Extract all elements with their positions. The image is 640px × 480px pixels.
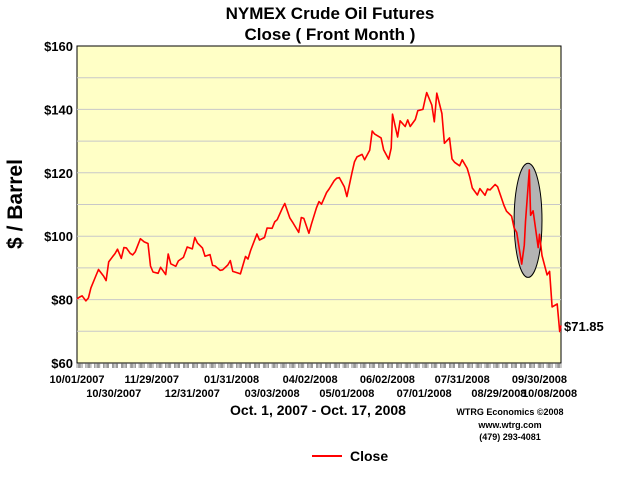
x-tick-label: 12/31/2007 <box>165 388 220 400</box>
x-tick-label: 10/08/2008 <box>522 388 577 400</box>
legend-label-close: Close <box>350 448 388 464</box>
highlight-layer <box>513 162 543 278</box>
y-tick-labels: $60 $80 $100 $120 $140 $160 <box>44 39 73 371</box>
x-tick-label: 07/01/2008 <box>397 388 452 400</box>
chart-title: NYMEX Crude Oil Futures <box>226 4 435 23</box>
x-tick-label: 06/02/2008 <box>360 374 415 386</box>
x-tick-label: 11/29/2007 <box>125 374 179 386</box>
x-tick-label: 08/29/2008 <box>471 388 526 400</box>
y-tick-label: $160 <box>44 39 73 54</box>
x-tick-label: 07/31/2008 <box>435 374 490 386</box>
y-tick-label: $140 <box>44 102 73 117</box>
x-tick-marks <box>76 363 562 368</box>
y-tick-label: $100 <box>44 229 73 244</box>
credit-line-2: www.wtrg.com <box>477 420 541 430</box>
chart-subtitle: Close ( Front Month ) <box>245 25 416 44</box>
y-axis-label: $ / Barrel <box>4 159 27 249</box>
highlight-ellipse <box>513 162 543 278</box>
x-tick-label: 10/30/2007 <box>86 388 141 400</box>
y-tick-label: $120 <box>44 166 73 181</box>
x-tick-labels: 10/01/2007 11/29/2007 01/31/2008 04/02/2008… <box>49 374 577 400</box>
x-tick-label: 05/01/2008 <box>319 388 374 400</box>
x-tick-label: 10/01/2007 <box>49 374 104 386</box>
x-axis-label: Oct. 1, 2007 - Oct. 17, 2008 <box>230 402 406 418</box>
legend: Close <box>312 448 388 464</box>
y-tick-label: $80 <box>51 293 73 308</box>
series-line-close <box>76 91 562 333</box>
x-tick-label: 04/02/2008 <box>283 374 338 386</box>
y-tick-label: $60 <box>51 356 73 371</box>
credit-line-1: WTRG Economics ©2008 <box>456 407 563 417</box>
credit-line-3: (479) 293-4081 <box>479 432 541 442</box>
last-value-label: $71.85 <box>564 319 604 334</box>
grid-lines <box>77 77 561 332</box>
x-tick-label: 01/31/2008 <box>204 374 259 386</box>
x-tick-label: 09/30/2008 <box>512 374 567 386</box>
x-tick-label: 03/03/2008 <box>245 388 300 400</box>
